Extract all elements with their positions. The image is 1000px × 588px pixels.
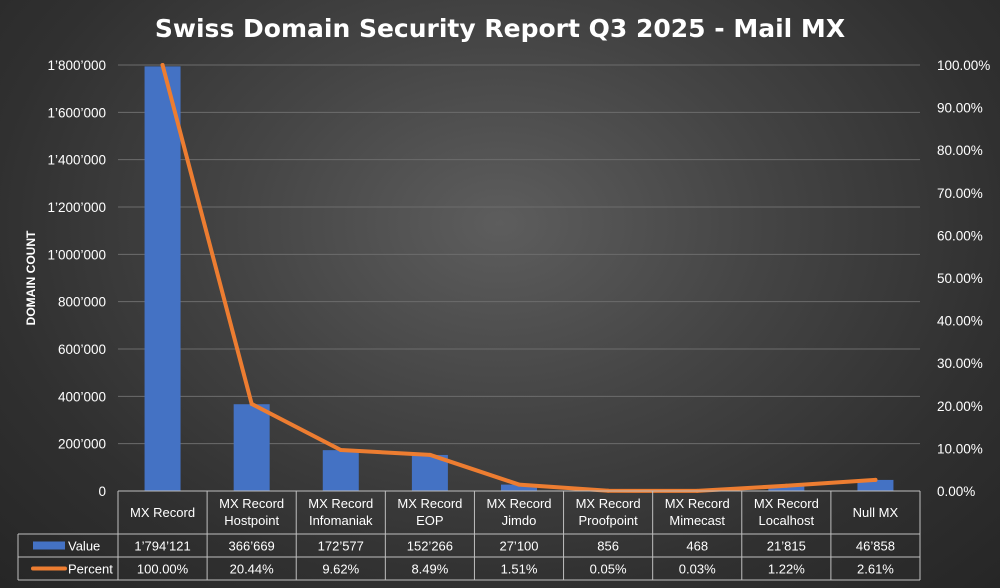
y2-tick-label: 100.00% <box>937 58 990 73</box>
y2-tick-label: 90.00% <box>937 101 983 116</box>
legend-label: Value <box>68 539 100 554</box>
y-tick-label: 1’200’000 <box>47 200 106 215</box>
line-layer <box>160 63 878 493</box>
y-tick-label: 1’600’000 <box>47 105 106 120</box>
x-category-label: MX Record <box>486 496 551 511</box>
y-tick-label: 1’000’000 <box>47 247 106 262</box>
table-cell-value: 0.03% <box>679 562 716 577</box>
x-category-label: Localhost <box>759 513 815 528</box>
y2-tick-label: 0.00% <box>937 484 975 499</box>
legend-key-bar <box>33 541 65 550</box>
x-category-label: Hostpoint <box>224 513 279 528</box>
table-cell-value: 152’266 <box>407 539 453 554</box>
table-cell-value: 1.51% <box>501 562 538 577</box>
bar <box>411 454 448 491</box>
table-cell-value: 856 <box>597 539 619 554</box>
data-table: MX Record MX Record Hostpoint MX Record Info… <box>17 490 921 581</box>
line-point <box>873 477 878 482</box>
table-cell-value: 20.44% <box>230 562 275 577</box>
x-category-label: EOP <box>416 513 443 528</box>
grid-layer <box>118 64 920 445</box>
bar <box>144 66 181 492</box>
chart-title: Swiss Domain Security Report Q3 2025 - M… <box>155 14 845 43</box>
table-cell-value: 9.62% <box>322 562 359 577</box>
x-category-label: MX Record <box>130 505 195 520</box>
y-tick-label: 1’800’000 <box>47 58 106 73</box>
tick-layer: 0 200’000 400’000 600’000 800’000 1’000’000 1’… <box>47 58 990 499</box>
y2-tick-label: 20.00% <box>937 399 983 414</box>
bar <box>857 479 894 491</box>
line-point <box>517 482 521 487</box>
x-category-label: MX Record <box>576 496 641 511</box>
table-cell-value: 21’815 <box>767 539 806 554</box>
y2-tick-label: 40.00% <box>937 314 983 329</box>
y2-tick-label: 70.00% <box>937 186 983 201</box>
y-tick-label: 200’000 <box>58 437 106 452</box>
table-cell-value: 27’100 <box>499 539 538 554</box>
y2-tick-label: 10.00% <box>937 441 983 456</box>
x-category-label: Infomaniak <box>309 513 373 528</box>
y-tick-label: 600’000 <box>58 342 106 357</box>
x-category-label: MX Record <box>397 496 462 511</box>
line-point <box>249 401 254 406</box>
x-category-label: MX Record <box>665 496 730 511</box>
y2-tick-label: 80.00% <box>937 143 983 158</box>
table-cell-value: 1’794’121 <box>134 539 190 554</box>
line-point <box>338 448 343 453</box>
table-cell-value: 172’577 <box>318 539 364 554</box>
table-cell-value: 2.61% <box>857 562 894 577</box>
y-tick-label: 0 <box>98 484 106 499</box>
bar-layer <box>144 66 894 492</box>
table-cell-value: 46’858 <box>856 539 895 554</box>
y2-tick-label: 60.00% <box>937 228 983 243</box>
table-cell-value: 468 <box>686 539 708 554</box>
bar <box>322 450 359 491</box>
bar <box>501 484 537 491</box>
line-point <box>784 483 789 488</box>
x-category-label: MX Record <box>308 496 373 511</box>
y-axis-label: DOMAIN COUNT <box>24 230 38 325</box>
table-cell-value: 0.05% <box>590 562 627 577</box>
line-point <box>427 452 432 457</box>
table-cell-value: 8.49% <box>411 562 448 577</box>
table-cell-value: 1.22% <box>768 562 805 577</box>
x-category-label: Jimdo <box>502 513 537 528</box>
y-tick-label: 800’000 <box>58 295 106 310</box>
x-category-label: Mimecast <box>669 513 725 528</box>
x-category-label: MX Record <box>754 496 819 511</box>
y2-tick-label: 30.00% <box>937 356 983 371</box>
table-cell-value: 100.00% <box>137 562 189 577</box>
y2-tick-label: 50.00% <box>937 271 983 286</box>
table-cell-value: 366’669 <box>229 539 275 554</box>
x-category-label: Null MX <box>853 505 899 520</box>
x-category-label: MX Record <box>219 496 284 511</box>
line-point <box>160 63 165 67</box>
y-tick-label: 1’400’000 <box>47 153 106 168</box>
bar <box>233 404 270 491</box>
bar <box>768 485 805 491</box>
legend-label: Percent <box>68 562 113 577</box>
y-tick-label: 400’000 <box>58 389 106 404</box>
x-category-label: Proofpoint <box>578 513 638 528</box>
